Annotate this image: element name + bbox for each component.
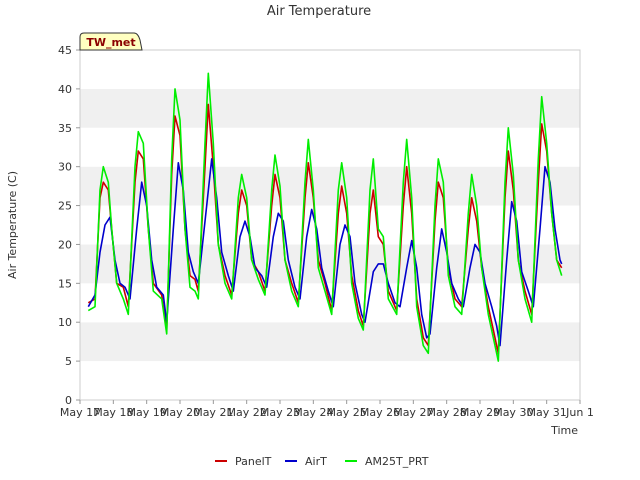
- band: [80, 322, 580, 362]
- legend-label: AM25T_PRT: [365, 455, 429, 468]
- band: [80, 88, 580, 128]
- x-tick-label: May 23: [260, 406, 300, 419]
- x-tick-label: May 28: [427, 406, 467, 419]
- y-tick-label: 45: [58, 44, 72, 57]
- band: [80, 205, 580, 245]
- x-tick-label: May 19: [127, 406, 167, 419]
- station-tag: TW_met: [79, 32, 143, 51]
- x-axis-label: Time: [550, 424, 578, 437]
- x-tick-label: May 25: [327, 406, 367, 419]
- legend: PanelT AirT AM25T_PRT: [215, 455, 429, 468]
- station-tag-label: TW_met: [86, 36, 135, 49]
- y-axis-label: Air Temperature (C): [6, 171, 19, 279]
- x-tick-label: May 17: [60, 406, 100, 419]
- x-tick-label: May 31: [527, 406, 567, 419]
- y-tick-label: 20: [58, 238, 72, 251]
- x-tick-label: May 27: [393, 406, 433, 419]
- background-bands: [80, 50, 580, 400]
- band: [80, 50, 580, 89]
- band: [80, 361, 580, 400]
- x-tick-label: May 26: [360, 406, 400, 419]
- x-tick-label: May 30: [493, 406, 533, 419]
- legend-label: PanelT: [235, 455, 272, 468]
- x-tick-label: May 21: [193, 406, 233, 419]
- y-tick-label: 5: [65, 355, 72, 368]
- y-axis: 0 5 10 15 20 25 30 35 40 45: [58, 44, 80, 407]
- band: [80, 244, 580, 284]
- x-tick-label: May 22: [227, 406, 267, 419]
- x-tick-label: May 29: [460, 406, 500, 419]
- chart-title: Air Temperature: [267, 4, 371, 19]
- y-tick-label: 35: [58, 122, 72, 135]
- y-tick-label: 0: [65, 394, 72, 407]
- legend-label: AirT: [305, 455, 327, 468]
- x-tick-label: May 18: [93, 406, 133, 419]
- y-tick-label: 30: [58, 161, 72, 174]
- band: [80, 166, 580, 206]
- station-tag-box: [79, 32, 143, 51]
- series-line-am25t-prt: [87, 72, 563, 362]
- x-tick-label: Jun 1: [565, 406, 594, 419]
- x-tick-label: May 20: [160, 406, 200, 419]
- y-tick-label: 25: [58, 200, 72, 213]
- y-tick-label: 40: [58, 83, 72, 96]
- band: [80, 127, 580, 167]
- series-line-airt: [87, 158, 563, 347]
- plot-frame: [79, 49, 581, 401]
- y-tick-label: 10: [58, 316, 72, 329]
- y-tick-label: 15: [58, 277, 72, 290]
- series-lines: [87, 72, 563, 362]
- x-tick-label: May 24: [293, 406, 333, 419]
